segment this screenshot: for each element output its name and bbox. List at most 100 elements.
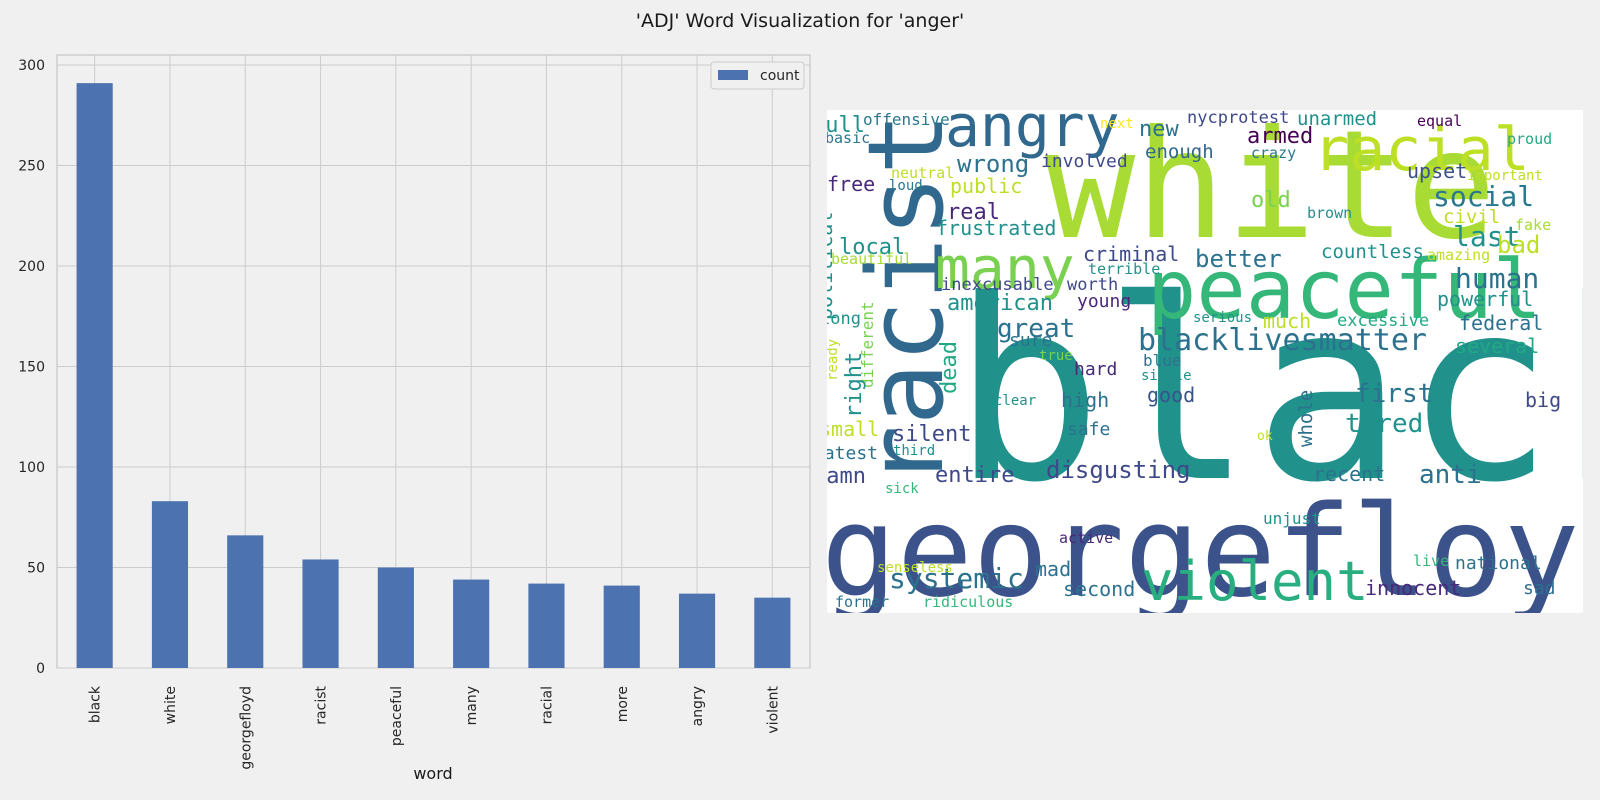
word-innocent: innocent [1365, 576, 1461, 600]
bar-racial [528, 583, 565, 668]
word-great: great [997, 314, 1075, 344]
x-tick-label: angry [690, 686, 706, 726]
word-ready: ready [827, 339, 841, 381]
word-silent: silent [892, 422, 971, 447]
word-small: small [827, 417, 879, 441]
word-offensive: offensive [863, 110, 950, 129]
x-tick-label: black [88, 685, 104, 723]
legend-swatch [718, 70, 748, 80]
bar-peaceful [377, 567, 414, 668]
word-third: third [893, 443, 935, 459]
y-tick-label: 0 [36, 661, 45, 677]
bar-violent [754, 597, 791, 668]
word-worth: worth [1067, 275, 1118, 295]
word-true: true [1039, 348, 1073, 364]
word-beautiful: beautiful [831, 250, 912, 268]
word-criminal: criminal [1083, 242, 1179, 266]
y-tick-label: 300 [18, 58, 45, 74]
word-first: first [1355, 379, 1433, 409]
word-ok: ok [1257, 429, 1273, 444]
word-important: important [1467, 168, 1543, 184]
word-powerful: powerful [1437, 287, 1533, 311]
x-tick-label: white [163, 686, 179, 724]
word-racial: racial [1313, 115, 1530, 185]
word-human: human [1455, 262, 1539, 295]
word-brown: brown [1307, 204, 1352, 222]
word-american: american [947, 291, 1053, 316]
word-public: public [950, 174, 1022, 198]
word-whole: whole [1295, 390, 1317, 447]
y-tick-label: 100 [18, 460, 45, 476]
word-terrible: terrible [1088, 260, 1160, 278]
word-sick: sick [885, 481, 919, 497]
word-second: second [1063, 577, 1135, 601]
word-right: right [842, 352, 867, 418]
word-unarmed: unarmed [1297, 110, 1377, 130]
bar-black [76, 83, 113, 669]
bar-series [76, 83, 791, 669]
word-georgefloyd: georgefloyd [827, 478, 1583, 613]
bar-white [151, 501, 189, 668]
word-basic: basic [827, 129, 870, 147]
word-peaceful: peaceful [1147, 243, 1542, 338]
word-real: real [947, 200, 1000, 225]
x-axis-label: word [413, 764, 452, 783]
bar-angry [678, 593, 716, 668]
word-entire: entire [935, 463, 1014, 488]
word-fake: fake [1515, 216, 1551, 234]
x-tick-label: more [615, 686, 631, 722]
word-national: national [1455, 553, 1542, 574]
figure-title: 'ADJ' Word Visualization for 'anger' [635, 10, 965, 32]
x-tick-label: many [464, 686, 480, 725]
y-tick-label: 150 [18, 360, 45, 376]
legend: count [710, 61, 805, 90]
x-tick-label: peaceful [389, 686, 405, 746]
word-blacklivesmatter: blacklivesmatter [1138, 323, 1427, 358]
word-senseless: senseless [877, 560, 953, 576]
word-wrong: wrong [957, 150, 1029, 178]
word-good: good [1147, 383, 1195, 407]
word-many: many [935, 234, 1075, 302]
bar-chart: 0 50 100 150 200 250 300 black white georgefloyd… [18, 54, 811, 783]
word-inexcusable: inexcusable [941, 275, 1054, 295]
word-sure: sure [1009, 330, 1052, 351]
word-upset: upset [1407, 159, 1467, 183]
word-ridiculous: ridiculous [923, 593, 1013, 611]
word-latest: latest [827, 443, 878, 464]
word-equal: equal [1417, 112, 1462, 130]
word-unjust: unjust [1263, 509, 1321, 528]
word-blue: blue [1143, 351, 1182, 370]
word-big: big [1525, 388, 1561, 412]
word-civil: civil [1443, 206, 1500, 228]
word-active: active [1059, 529, 1113, 547]
x-tick-label: violent [765, 685, 781, 733]
word-mad: mad [1035, 557, 1071, 581]
bar-racist [302, 559, 339, 668]
x-tick-label: georgefloyd [238, 686, 254, 770]
word-hard: hard [1074, 359, 1117, 380]
word-next: next [1100, 116, 1134, 132]
bar-georgefloyd [227, 535, 264, 668]
x-axis: black white georgefloyd racist peaceful many r… [88, 685, 782, 770]
word-cloud-background [827, 110, 1583, 613]
word-high: high [1061, 388, 1109, 412]
word-violent: violent [1141, 550, 1369, 613]
word-nycprotest: nycprotest [1187, 110, 1289, 128]
word-loud: loud [889, 178, 923, 194]
legend-label: count [760, 68, 800, 84]
y-tick-label: 200 [18, 259, 45, 275]
word-clear: clear [994, 393, 1036, 409]
word-bad: bad [1497, 231, 1540, 259]
word-better: better [1195, 245, 1282, 273]
word-racist: racist [845, 112, 967, 488]
word-involved: involved [1041, 151, 1128, 172]
word-political: political [827, 212, 837, 320]
word-tired: tired [1345, 409, 1423, 439]
word-anti: anti [1419, 460, 1482, 490]
word-neutral: neutral [891, 164, 954, 182]
word-armed: armed [1247, 124, 1313, 149]
